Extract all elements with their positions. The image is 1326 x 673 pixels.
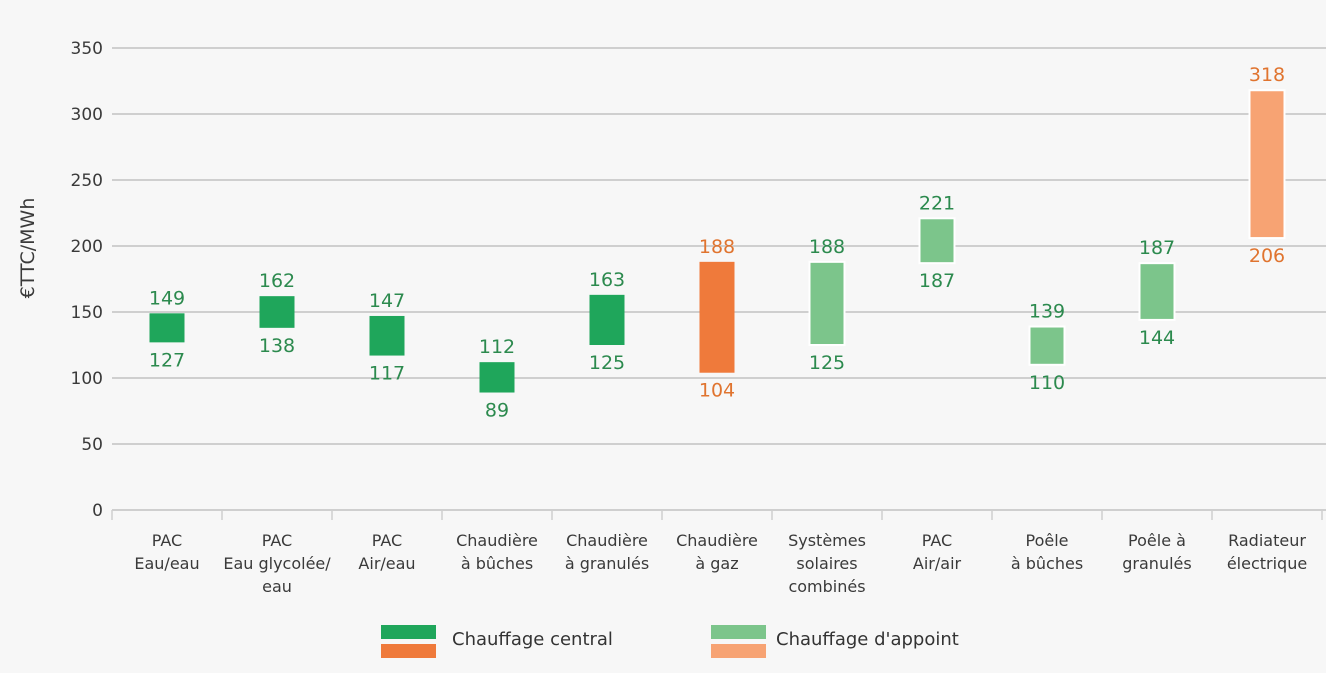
range-bar bbox=[479, 362, 515, 393]
high-value-label: 112 bbox=[479, 336, 515, 358]
high-value-label: 188 bbox=[809, 236, 845, 258]
range-bar bbox=[1248, 89, 1286, 240]
y-tick-label: 200 bbox=[71, 237, 103, 257]
low-value-label: 110 bbox=[1029, 372, 1065, 394]
high-value-label: 162 bbox=[259, 270, 295, 292]
category-label: solaires bbox=[796, 554, 857, 573]
y-tick-label: 250 bbox=[71, 171, 103, 191]
legend: Chauffage central Chauffage d'appoint bbox=[381, 625, 959, 658]
legend-label: Chauffage central bbox=[452, 629, 613, 650]
category-label: à granulés bbox=[565, 554, 649, 573]
category-separators bbox=[111, 510, 1323, 520]
legend-swatch bbox=[711, 625, 766, 639]
category-label: granulés bbox=[1122, 554, 1191, 573]
low-value-label: 206 bbox=[1249, 245, 1285, 267]
low-value-label: 89 bbox=[485, 400, 509, 422]
y-tick-label: 150 bbox=[71, 303, 103, 323]
high-value-label: 163 bbox=[589, 269, 625, 291]
y-tick-label: 350 bbox=[71, 39, 103, 59]
range-bars bbox=[149, 89, 1286, 393]
legend-swatch bbox=[381, 625, 436, 639]
high-value-label: 139 bbox=[1029, 301, 1065, 323]
low-value-label: 127 bbox=[149, 349, 185, 371]
category-label: PAC bbox=[152, 531, 182, 550]
low-value-label: 144 bbox=[1139, 327, 1175, 349]
y-tick-label: 100 bbox=[71, 369, 103, 389]
category-label: Radiateur bbox=[1228, 531, 1306, 550]
low-value-label: 125 bbox=[809, 352, 845, 374]
high-value-label: 187 bbox=[1139, 237, 1175, 259]
category-label: Air/eau bbox=[358, 554, 415, 573]
range-bar bbox=[918, 217, 956, 265]
category-label: PAC bbox=[922, 531, 952, 550]
category-label: à bûches bbox=[1011, 554, 1083, 573]
category-label: électrique bbox=[1227, 554, 1307, 573]
low-value-label: 187 bbox=[919, 270, 955, 292]
high-value-label: 221 bbox=[919, 192, 955, 214]
high-value-label: 149 bbox=[149, 287, 185, 309]
low-value-label: 117 bbox=[369, 363, 405, 385]
category-label: combinés bbox=[788, 577, 865, 596]
high-value-label: 147 bbox=[369, 290, 405, 312]
category-label: Eau glycolée/ bbox=[223, 554, 331, 573]
category-label: Chaudière bbox=[566, 531, 648, 550]
range-bar bbox=[808, 260, 846, 346]
category-label: Chaudière bbox=[676, 531, 758, 550]
category-label: PAC bbox=[372, 531, 402, 550]
category-label: Air/air bbox=[913, 554, 962, 573]
legend-swatch bbox=[381, 644, 436, 658]
category-label: Eau/eau bbox=[134, 554, 199, 573]
category-label: à bûches bbox=[461, 554, 533, 573]
gridlines bbox=[112, 47, 1326, 511]
category-label: à gaz bbox=[695, 554, 738, 573]
category-label: eau bbox=[262, 577, 292, 596]
low-value-label: 104 bbox=[699, 380, 735, 402]
range-bar bbox=[1028, 325, 1066, 366]
low-value-label: 138 bbox=[259, 335, 295, 357]
range-bar bbox=[369, 315, 405, 356]
legend-label: Chauffage d'appoint bbox=[776, 629, 959, 650]
low-value-label: 125 bbox=[589, 352, 625, 374]
range-bar bbox=[589, 294, 625, 345]
y-axis-label: €TTC/MWh bbox=[17, 198, 39, 299]
category-label: Systèmes bbox=[788, 531, 866, 550]
category-labels: PAC Eau/eau PAC Eau glycolée/eau PAC Air/eau C… bbox=[134, 531, 1307, 596]
category-label: PAC bbox=[262, 531, 292, 550]
legend-swatch bbox=[711, 644, 766, 658]
range-bar bbox=[1138, 262, 1176, 321]
y-tick-label: 50 bbox=[81, 435, 103, 455]
y-tick-label: 300 bbox=[71, 105, 103, 125]
range-bar bbox=[259, 296, 295, 328]
y-axis-ticks: 0 50 100 150 200 250 300 350 bbox=[71, 39, 103, 521]
range-bar bbox=[149, 313, 185, 343]
category-label: Chaudière bbox=[456, 531, 538, 550]
range-bar bbox=[699, 261, 735, 373]
high-value-label: 188 bbox=[699, 236, 735, 258]
high-value-label: 318 bbox=[1249, 64, 1285, 86]
category-label: Poêle à bbox=[1128, 531, 1186, 550]
category-label: Poêle bbox=[1026, 531, 1069, 550]
value-labels: 149 127 162 138 147 117 112 89 163 125 188 104 188 12… bbox=[149, 64, 1285, 421]
y-tick-label: 0 bbox=[92, 501, 103, 521]
